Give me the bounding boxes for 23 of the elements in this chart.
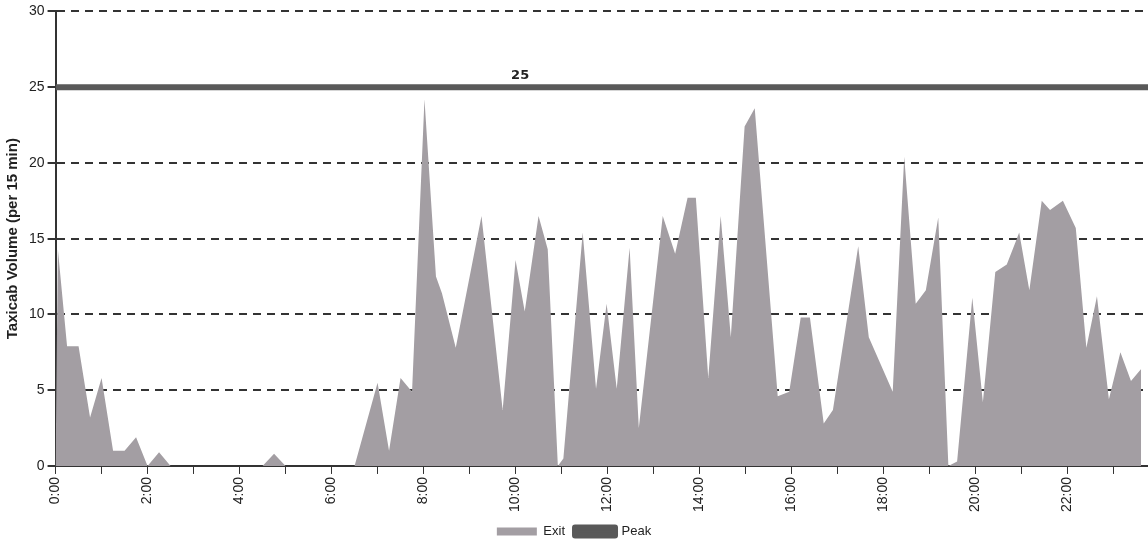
y-tick-label: 25: [28, 78, 45, 95]
legend-label: Peak: [621, 523, 652, 539]
x-tick-label: 18:00: [874, 476, 891, 513]
x-tick-label: 20:00: [966, 476, 983, 513]
y-tick-label: 10: [28, 305, 45, 322]
y-tick-label: 15: [28, 229, 45, 246]
y-axis-title: Taxicab Volume (per 15 min): [3, 138, 21, 340]
x-tick-label: 22:00: [1058, 476, 1075, 513]
x-tick-label: 12:00: [598, 476, 615, 513]
x-tick-label: 10:00: [506, 476, 523, 513]
y-tick-label: 5: [36, 381, 45, 398]
x-tick-label: 6:00: [322, 476, 339, 505]
x-tick-label: 2:00: [138, 476, 155, 505]
x-tick-label: 8:00: [414, 476, 431, 505]
annotation: 25: [511, 67, 530, 83]
x-tick-label: 4:00: [230, 476, 247, 505]
legend-label: Exit: [543, 523, 566, 539]
y-tick-label: 30: [28, 2, 45, 19]
x-tick-label: 14:00: [690, 476, 707, 513]
y-tick-label: 20: [28, 153, 45, 170]
y-tick-label: 0: [36, 456, 45, 473]
x-tick-label: 16:00: [782, 476, 799, 513]
x-tick-label: 0:00: [46, 476, 63, 505]
